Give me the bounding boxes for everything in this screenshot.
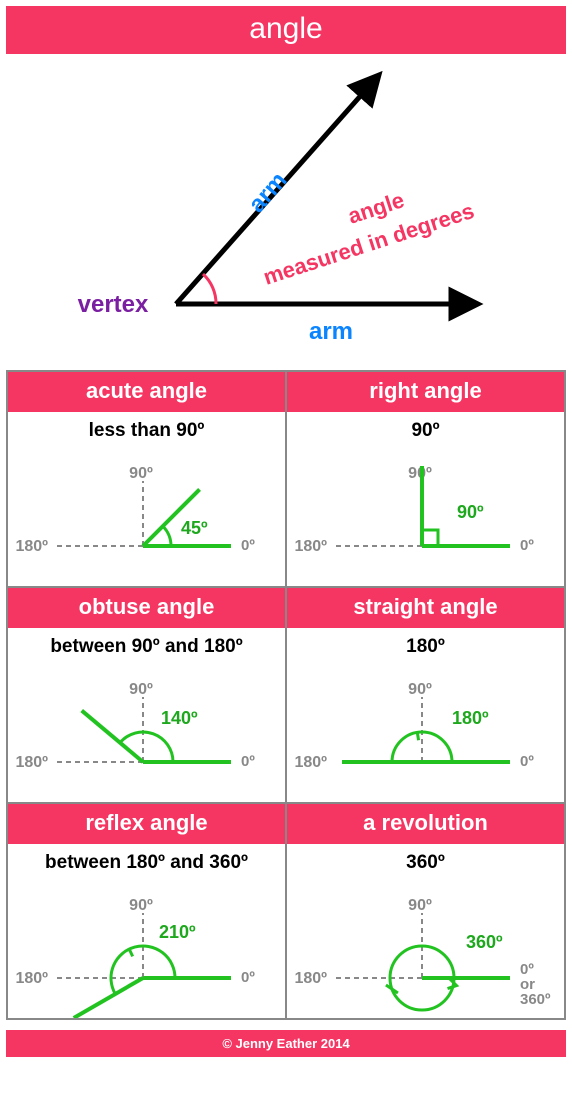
cell-header: obtuse angle [8, 588, 285, 628]
svg-text:180º: 180º [15, 538, 48, 555]
svg-text:180º: 180º [294, 970, 327, 987]
footer-text: © Jenny Eather 2014 [222, 1036, 349, 1051]
svg-text:180º: 180º [294, 754, 327, 771]
cell-diagram: 90º180º0º90º [287, 446, 564, 586]
cell-subtitle: 90º [287, 412, 564, 446]
cell-header: right angle [287, 372, 564, 412]
svg-text:180º: 180º [15, 754, 48, 771]
svg-text:140º: 140º [161, 708, 198, 728]
arm-label-lower: arm [309, 318, 353, 345]
cell-header: reflex angle [8, 804, 285, 844]
svg-text:180º: 180º [452, 708, 489, 728]
vertex-label: vertex [78, 291, 149, 318]
svg-text:90º: 90º [129, 465, 153, 482]
cell-diagram: 90º 180º 0º 140º [8, 662, 285, 802]
angle-grid: acute angleless than 90º90º180º0º45ºrigh… [6, 370, 566, 1020]
cell-header: a revolution [287, 804, 564, 844]
grid-cell: acute angleless than 90º 90º 180º 0º 45º [7, 371, 286, 587]
cell-diagram: 90º 180º 0º 45º [8, 446, 285, 586]
svg-text:0º: 0º [241, 753, 255, 770]
cell-subtitle: 180º [287, 628, 564, 662]
cell-subtitle: 360º [287, 844, 564, 878]
svg-text:0º: 0º [520, 753, 534, 770]
arm-label-upper: arm [243, 167, 292, 218]
svg-text:360º: 360º [520, 991, 551, 1008]
hero-diagram: arm arm vertex angle measured in degrees [6, 54, 566, 364]
cell-diagram: 90º180º0ºor360º360º [287, 878, 564, 1018]
svg-text:90º: 90º [129, 897, 153, 914]
grid-cell: obtuse anglebetween 90º and 180º 90º 180º 0… [7, 587, 286, 803]
svg-text:360º: 360º [466, 932, 503, 952]
svg-text:0º: 0º [520, 537, 534, 554]
grid-cell: right angle90º90º180º0º90º [286, 371, 565, 587]
footer-bar: © Jenny Eather 2014 [6, 1030, 566, 1057]
title-bar: angle [6, 6, 566, 54]
grid-cell: straight angle180º90º180º0º180º [286, 587, 565, 803]
svg-text:0º: 0º [241, 537, 255, 554]
svg-text:90º: 90º [457, 502, 484, 522]
cell-subtitle: less than 90º [8, 412, 285, 446]
svg-text:180º: 180º [294, 538, 327, 555]
grid-cell: a revolution360º90º180º0ºor360º360º [286, 803, 565, 1019]
svg-text:45º: 45º [181, 518, 208, 538]
cell-diagram: 90º 180º 0º 210º [8, 878, 285, 1018]
cell-header: straight angle [287, 588, 564, 628]
title-text: angle [249, 12, 322, 45]
cell-subtitle: between 180º and 360º [8, 844, 285, 878]
svg-text:0º: 0º [241, 969, 255, 986]
svg-text:180º: 180º [15, 970, 48, 987]
cell-subtitle: between 90º and 180º [8, 628, 285, 662]
cell-diagram: 90º 180º 0º 180º [287, 662, 564, 802]
svg-text:90º: 90º [408, 681, 432, 698]
svg-text:90º: 90º [129, 681, 153, 698]
svg-text:90º: 90º [408, 897, 432, 914]
svg-text:210º: 210º [159, 922, 196, 942]
cell-header: acute angle [8, 372, 285, 412]
grid-cell: reflex anglebetween 180º and 360º 90º 180º… [7, 803, 286, 1019]
page: angle arm arm vertex angle measured in d… [0, 0, 572, 1063]
